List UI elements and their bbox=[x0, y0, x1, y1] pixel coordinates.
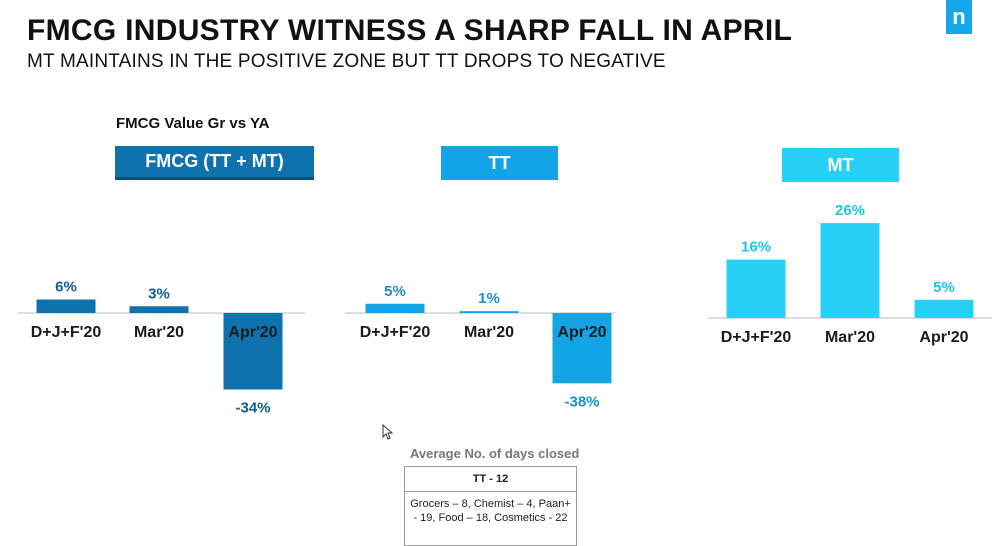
panel-header-tt: TT bbox=[441, 146, 558, 180]
bar-tt-2 bbox=[552, 313, 612, 384]
category-label-mt-1: Mar'20 bbox=[825, 329, 875, 346]
value-label-mt-1: 26% bbox=[835, 202, 865, 219]
bar-tt-0 bbox=[365, 303, 425, 313]
bar-mt-2 bbox=[914, 299, 974, 318]
value-label-fmcg-0: 6% bbox=[55, 279, 77, 296]
category-label-tt-2: Apr'20 bbox=[557, 324, 606, 341]
brand-logo: n bbox=[946, 0, 972, 34]
value-label-fmcg-2: -34% bbox=[235, 400, 270, 417]
bar-mt-0 bbox=[726, 259, 786, 318]
metric-label: FMCG Value Gr vs YA bbox=[116, 115, 270, 132]
panel-header-mt: MT bbox=[782, 148, 899, 182]
category-label-mt-0: D+J+F'20 bbox=[721, 329, 792, 346]
category-label-tt-1: Mar'20 bbox=[464, 324, 514, 341]
panel-header-fmcg: FMCG (TT + MT) bbox=[115, 146, 314, 180]
days-closed-body: Grocers – 8, Chemist – 4, Paan+ - 19, Fo… bbox=[410, 498, 571, 524]
value-label-fmcg-1: 3% bbox=[148, 285, 170, 302]
page-title: FMCG INDUSTRY WITNESS A SHARP FALL IN AP… bbox=[27, 14, 793, 47]
value-label-tt-1: 1% bbox=[478, 290, 500, 307]
days-closed-head: TT - 12 bbox=[405, 467, 576, 492]
days-closed-box: TT - 12 Grocers – 8, Chemist – 4, Paan+ … bbox=[404, 466, 577, 546]
bar-fmcg-1 bbox=[129, 306, 189, 313]
bar-mt-1 bbox=[820, 223, 880, 318]
category-label-fmcg-2: Apr'20 bbox=[228, 324, 277, 341]
bar-tt-1 bbox=[459, 311, 519, 313]
mouse-cursor-icon bbox=[382, 424, 393, 440]
category-label-fmcg-0: D+J+F'20 bbox=[31, 324, 102, 341]
value-label-tt-2: -38% bbox=[564, 393, 599, 410]
page-subtitle: MT MAINTAINS IN THE POSITIVE ZONE BUT TT… bbox=[27, 51, 666, 72]
bar-fmcg-0 bbox=[36, 299, 96, 313]
category-label-tt-0: D+J+F'20 bbox=[360, 324, 431, 341]
bar-fmcg-2 bbox=[223, 313, 283, 390]
category-label-mt-2: Apr'20 bbox=[919, 329, 968, 346]
value-label-tt-0: 5% bbox=[384, 283, 406, 300]
logo-glyph: n bbox=[952, 4, 966, 29]
days-closed-title: Average No. of days closed bbox=[410, 446, 580, 461]
category-label-fmcg-1: Mar'20 bbox=[134, 324, 184, 341]
value-label-mt-2: 5% bbox=[933, 279, 955, 296]
value-label-mt-0: 16% bbox=[741, 239, 771, 256]
